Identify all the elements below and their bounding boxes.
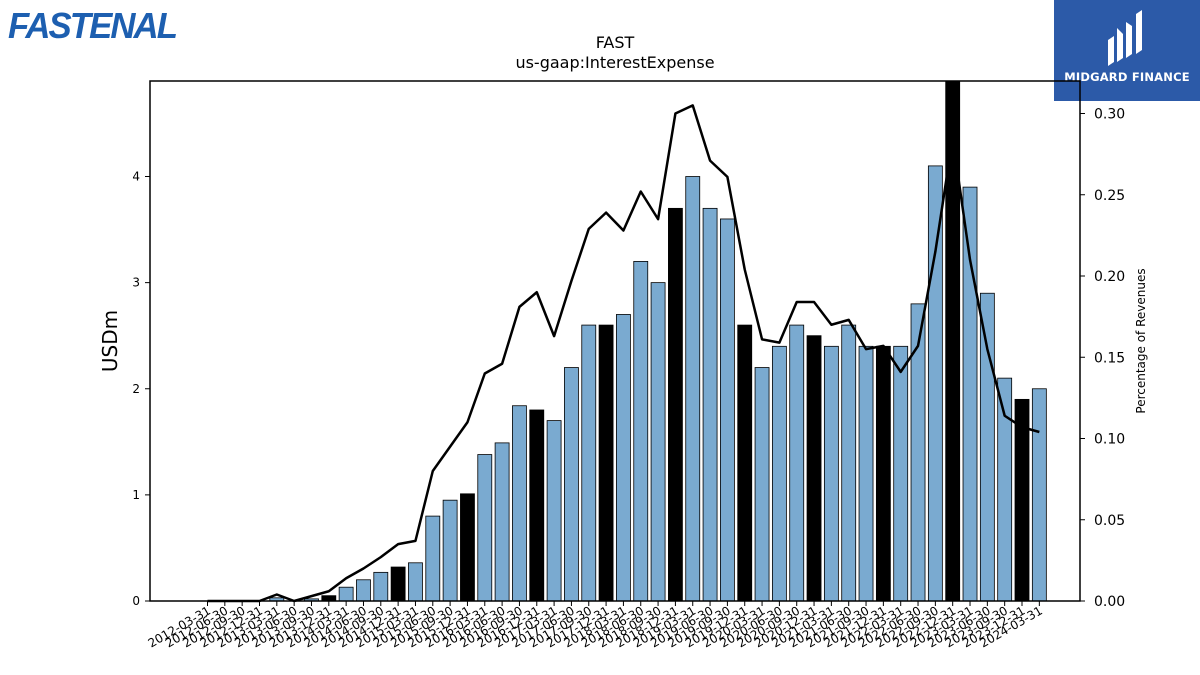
bar bbox=[754, 367, 770, 602]
bar bbox=[737, 324, 753, 602]
bar bbox=[616, 314, 631, 602]
midgard-mark-icon bbox=[1108, 10, 1142, 66]
bar bbox=[321, 595, 337, 602]
bar bbox=[685, 176, 701, 602]
midgard-finance-label: MIDGARD FINANCE bbox=[1064, 70, 1190, 84]
bar bbox=[945, 80, 961, 602]
bar bbox=[979, 292, 995, 602]
midgard-finance-logo: MIDGARD FINANCE bbox=[1054, 0, 1200, 101]
left-axis-label: USDm bbox=[98, 310, 122, 372]
bar bbox=[789, 324, 805, 602]
plot-frame bbox=[149, 80, 1081, 602]
bar bbox=[893, 345, 909, 602]
percentage-line bbox=[207, 104, 1040, 603]
bar bbox=[1031, 388, 1047, 602]
bar bbox=[477, 454, 493, 602]
bar bbox=[841, 324, 857, 602]
right-tick-label: 0.05 bbox=[1094, 513, 1125, 529]
chart-title: FAST bbox=[595, 33, 635, 52]
bar bbox=[771, 345, 787, 602]
bar bbox=[512, 405, 527, 602]
bar bbox=[408, 562, 423, 602]
left-tick-label: 4 bbox=[132, 170, 140, 184]
bar bbox=[858, 345, 874, 602]
right-tick-label: 0.15 bbox=[1094, 350, 1125, 366]
right-axis-label: Percentage of Revenues bbox=[1134, 268, 1148, 413]
bar bbox=[581, 324, 597, 602]
right-tick-label: 0.00 bbox=[1094, 594, 1125, 610]
bar bbox=[910, 303, 926, 602]
left-tick-label: 3 bbox=[132, 276, 140, 290]
bar bbox=[338, 586, 354, 602]
bar bbox=[564, 367, 579, 602]
bar bbox=[806, 335, 822, 602]
bar bbox=[425, 515, 441, 602]
right-tick-label: 0.20 bbox=[1094, 269, 1125, 285]
bar bbox=[650, 282, 666, 602]
bar bbox=[460, 493, 475, 602]
bar bbox=[875, 345, 891, 602]
right-tick-label: 0.30 bbox=[1094, 107, 1125, 123]
bar bbox=[546, 420, 562, 602]
bar bbox=[962, 186, 978, 602]
fastenal-logo-text: FASTENAL bbox=[8, 5, 176, 46]
left-tick-label: 0 bbox=[132, 594, 140, 608]
bar bbox=[494, 442, 510, 602]
bar bbox=[702, 207, 718, 602]
chart-subtitle: us-gaap:InterestExpense bbox=[515, 53, 715, 72]
bar bbox=[390, 566, 406, 602]
bar bbox=[442, 499, 458, 602]
bar bbox=[633, 261, 649, 602]
bar bbox=[720, 218, 735, 602]
bar bbox=[373, 571, 389, 602]
left-tick-label: 2 bbox=[132, 382, 140, 396]
bar bbox=[529, 409, 545, 602]
bar bbox=[356, 579, 371, 602]
bar bbox=[668, 207, 683, 602]
left-tick-label: 1 bbox=[132, 488, 140, 502]
fastenal-logo: FASTENAL bbox=[8, 5, 178, 46]
right-tick-label: 0.10 bbox=[1094, 432, 1125, 448]
bar bbox=[927, 165, 943, 602]
bar bbox=[598, 324, 614, 602]
bar bbox=[823, 345, 839, 602]
right-tick-label: 0.25 bbox=[1094, 188, 1125, 204]
